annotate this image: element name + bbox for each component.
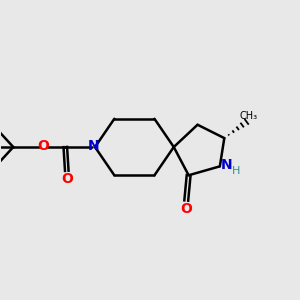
Text: N: N: [88, 140, 99, 153]
Text: H: H: [232, 166, 240, 176]
Text: CH₃: CH₃: [239, 111, 257, 121]
Text: N: N: [220, 158, 232, 172]
Text: O: O: [37, 140, 49, 153]
Text: O: O: [180, 202, 192, 216]
Text: O: O: [61, 172, 73, 186]
